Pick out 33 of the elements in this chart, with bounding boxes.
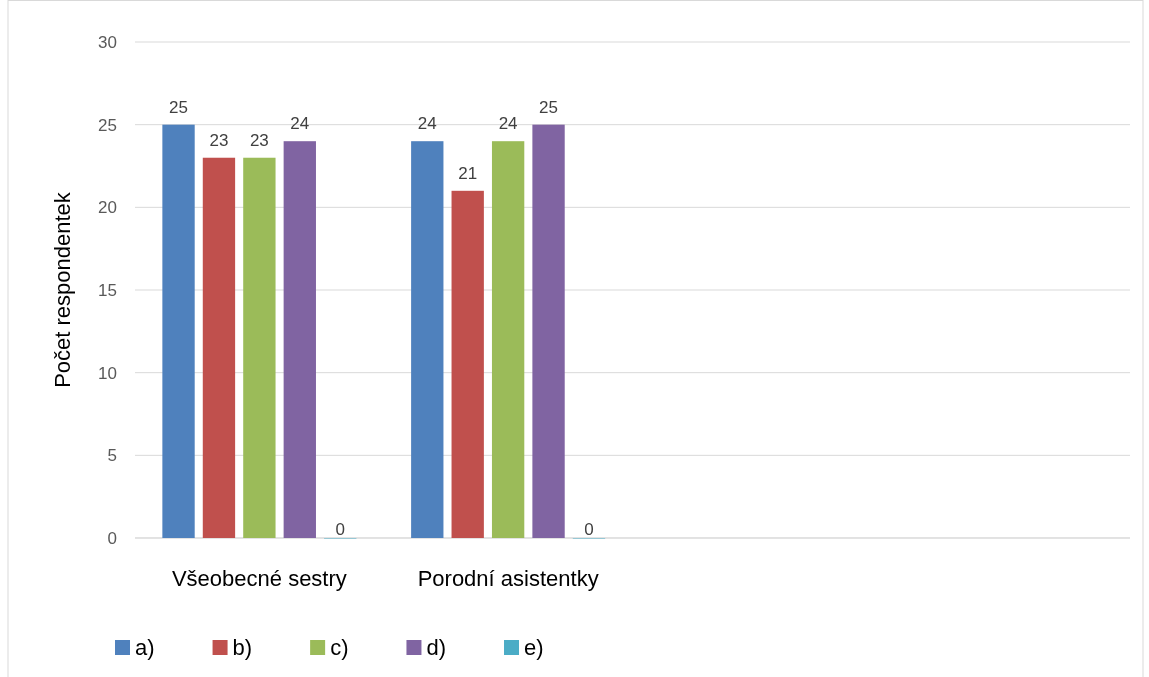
legend-label: a) [135,635,155,660]
bar [411,141,444,538]
y-tick-label: 25 [98,115,117,135]
data-label: 23 [249,130,269,150]
y-tick-label: 15 [98,280,117,300]
y-tick-label: 10 [98,363,117,383]
data-label: 0 [584,520,594,539]
y-tick-label: 0 [107,528,117,548]
legend-label: d) [426,635,447,660]
data-label: 24 [417,114,437,134]
data-label: 24 [290,114,310,134]
y-axis-title: Počet respondentek [50,191,75,388]
data-label: 23 [209,130,229,150]
bar [162,124,195,538]
bar [532,124,565,538]
legend-label: b) [232,635,253,660]
y-tick-label: 30 [98,32,117,52]
bar [243,157,276,538]
bar [202,157,236,538]
data-label: 21 [458,163,478,183]
data-label: 25 [539,97,559,117]
data-label: 25 [169,97,188,117]
y-tick-label: 20 [98,198,117,218]
legend-label: e) [524,635,544,660]
x-tick-label: Porodní asistentky [417,565,599,591]
data-label: 0 [335,520,345,539]
bar [451,190,484,538]
bar [283,141,316,538]
legend-label: c) [330,635,349,660]
bar [491,141,525,538]
x-tick-label: Všeobecné sestry [171,565,347,591]
y-tick-label: 5 [107,446,117,466]
data-label: 24 [498,114,518,134]
